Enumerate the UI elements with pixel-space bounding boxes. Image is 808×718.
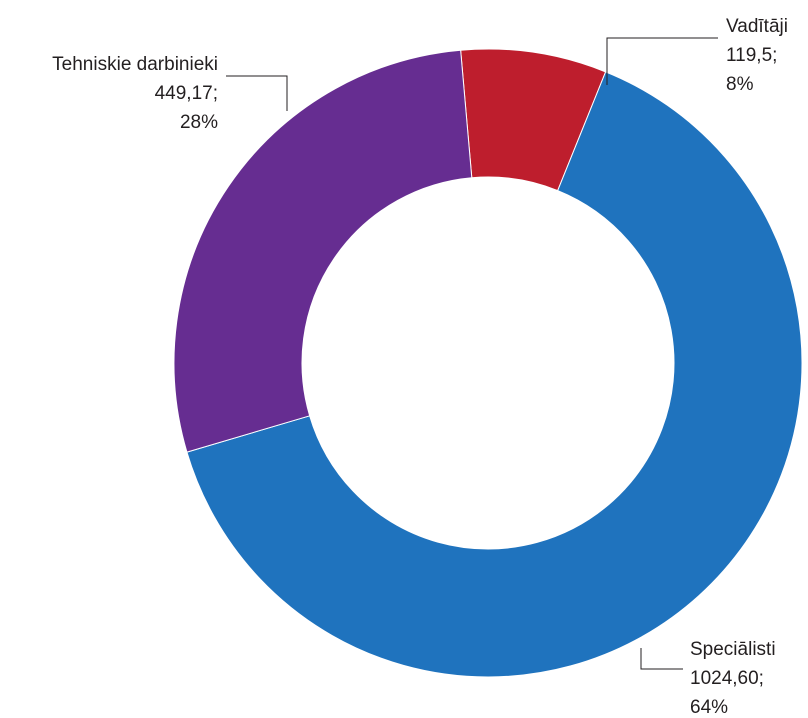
label-specialisti-name: Speciālisti — [690, 639, 776, 660]
leader-line-specialisti — [640, 648, 683, 670]
label-tehniskie-percent: 28% — [180, 112, 218, 133]
label-tehniskie-name: Tehniskie darbinieki — [52, 54, 218, 75]
leader-line-vaditaji — [606, 37, 718, 85]
label-vaditaji-value: 119,5; — [726, 45, 777, 66]
label-specialisti-percent: 64% — [690, 697, 728, 718]
donut-slices — [173, 48, 803, 678]
label-vaditaji-percent: 8% — [726, 74, 754, 95]
label-tehniskie-value: 449,17; — [155, 83, 218, 104]
leader-line-tehniskie — [226, 75, 288, 111]
label-vaditaji-name: Vadītāji — [726, 16, 788, 37]
donut-slice-1 — [186, 71, 803, 678]
donut-slice-2 — [173, 49, 473, 453]
label-specialisti-value: 1024,60; — [690, 668, 764, 689]
